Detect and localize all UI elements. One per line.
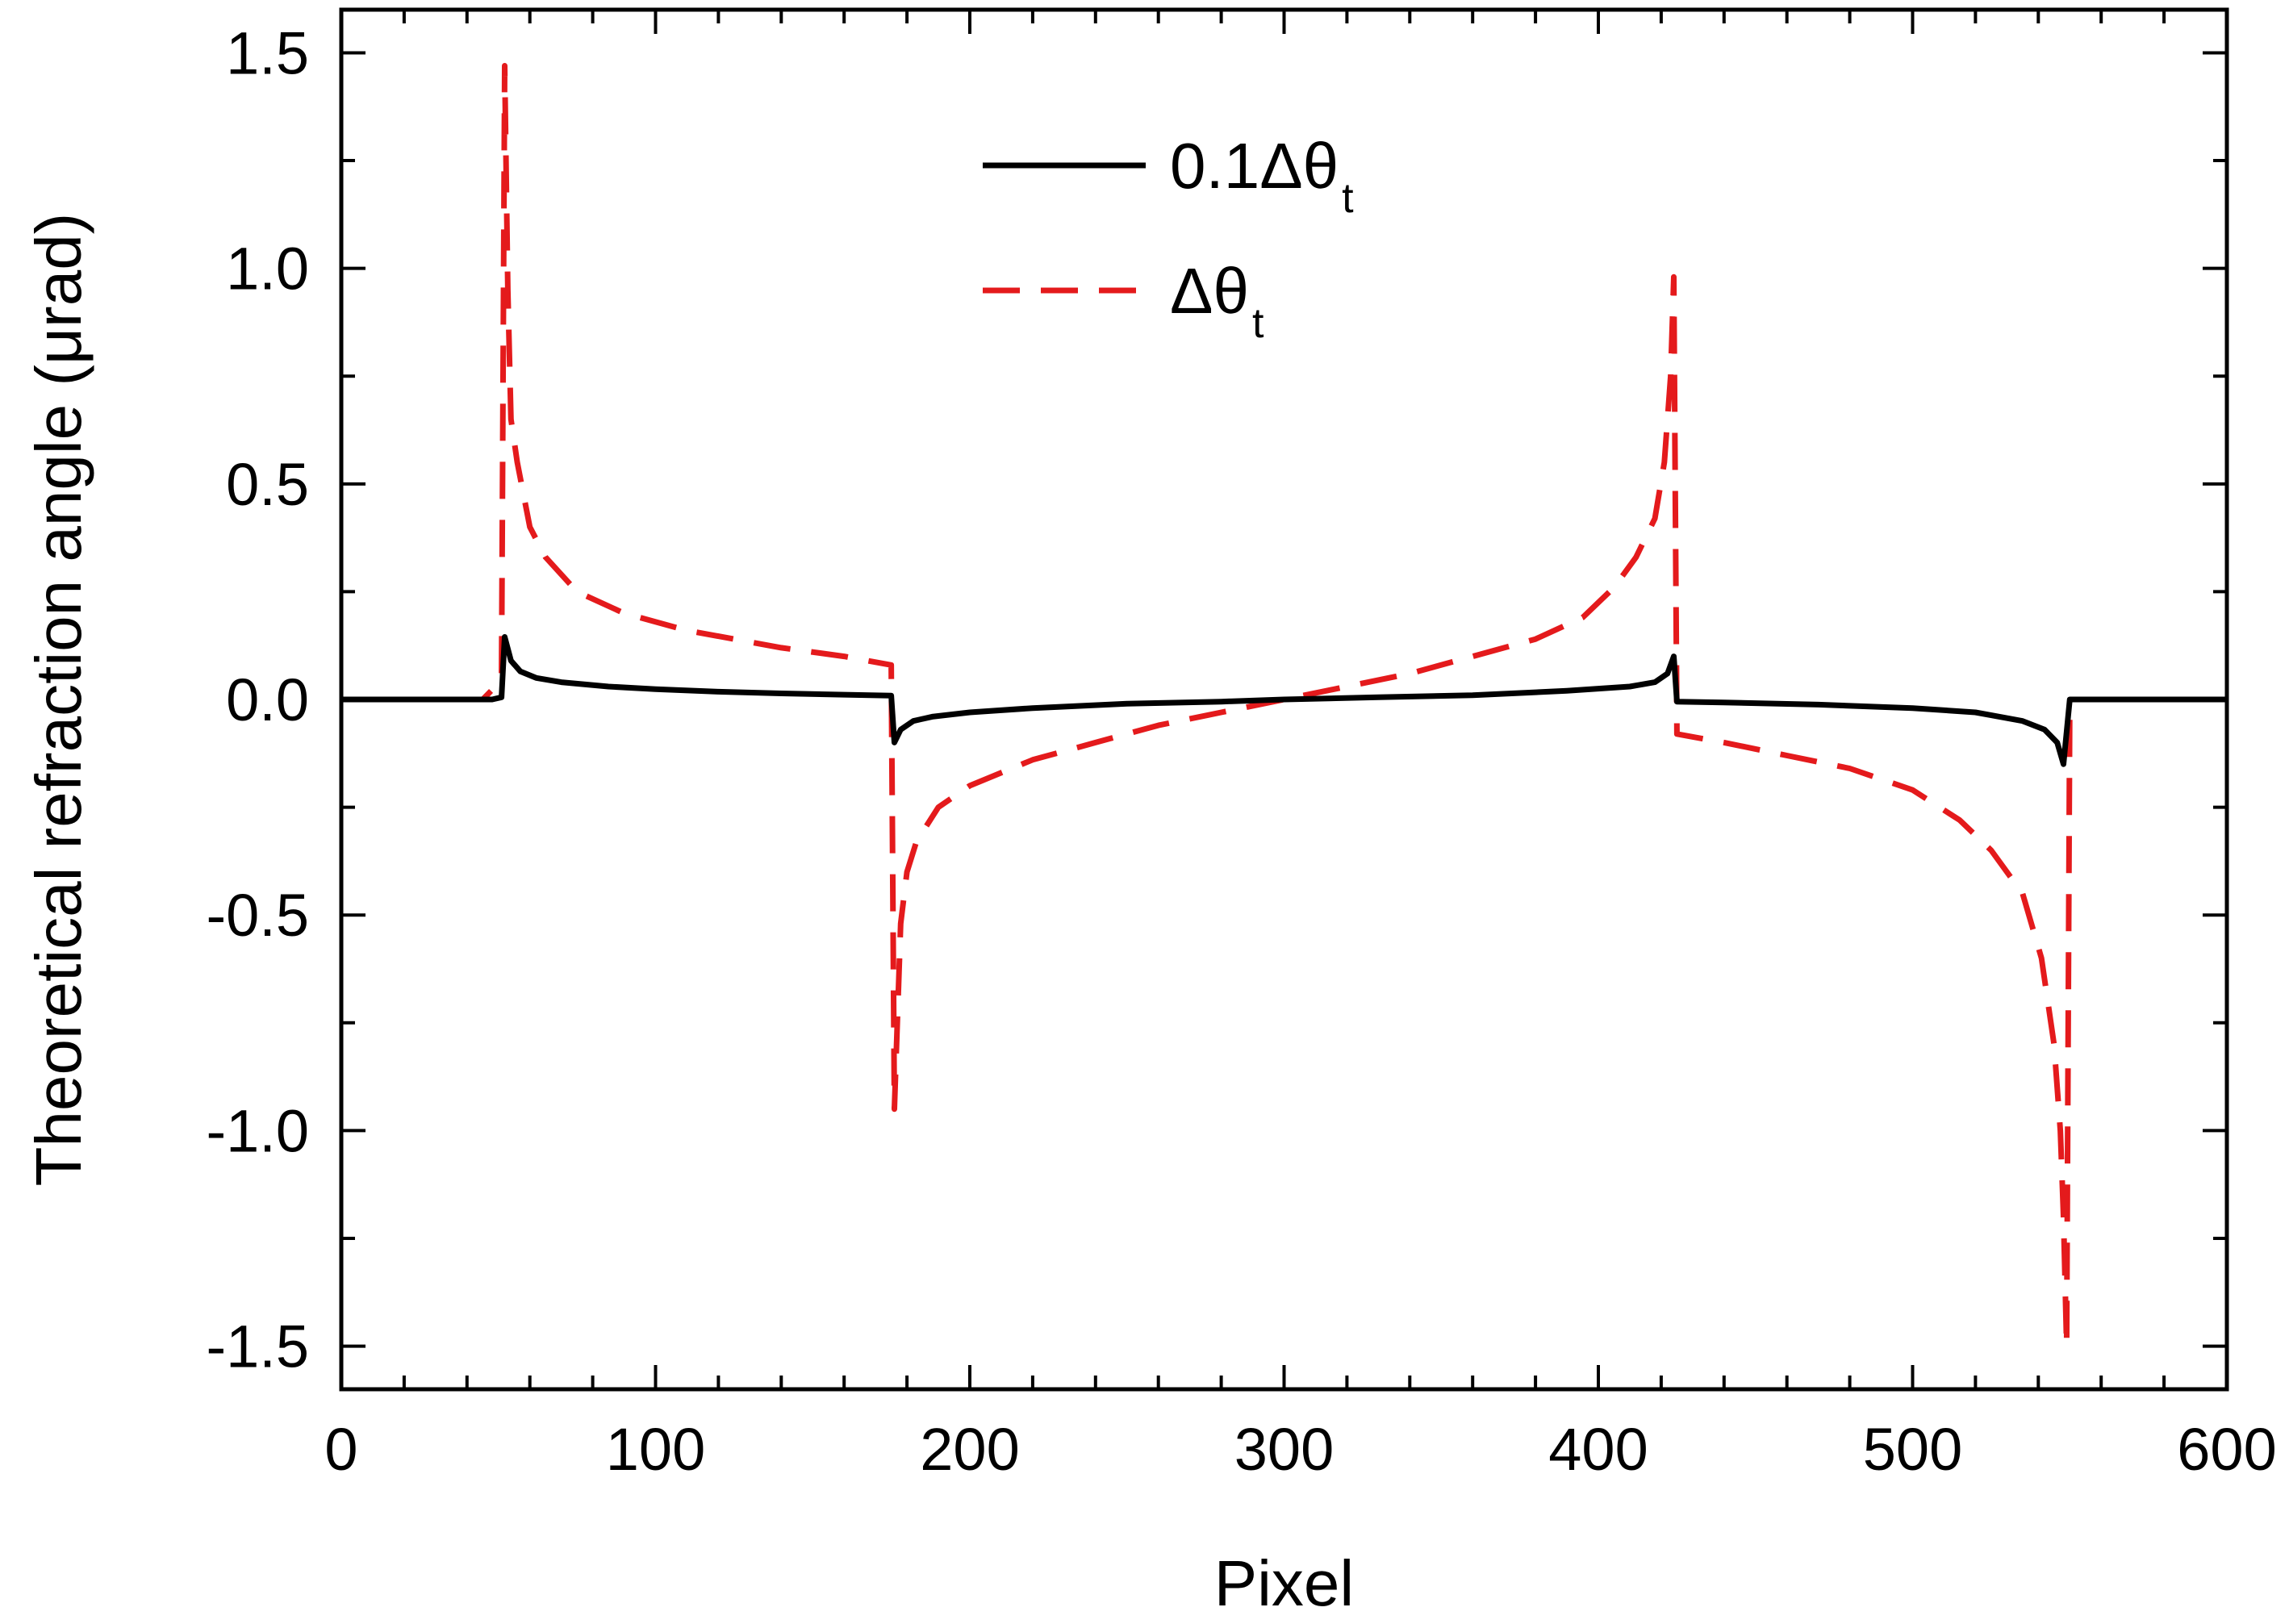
legend-label-subscript: t <box>1342 175 1354 222</box>
x-axis-title: Pixel <box>1214 1547 1354 1619</box>
x-tick-label: 200 <box>920 1416 1019 1483</box>
y-tick-label: -1.0 <box>206 1097 309 1164</box>
y-tick-label: 1.0 <box>226 236 309 303</box>
y-tick-label: -0.5 <box>206 882 309 949</box>
series-line-scaled-delta-theta <box>341 634 2227 767</box>
legend-label-scaled-delta-theta: 0.1Δθ <box>1170 130 1339 202</box>
y-axis-title: Theoretical refraction angle (μrad) <box>23 213 94 1187</box>
y-tick-label: -1.5 <box>206 1313 309 1380</box>
legend-label-subscript: t <box>1252 300 1264 347</box>
legend-label-delta-theta: Δθ <box>1170 255 1249 327</box>
x-tick-label: 300 <box>1234 1416 1334 1483</box>
y-tick-label: 0.0 <box>226 666 309 733</box>
series-layer <box>341 63 2227 1350</box>
x-tick-label: 500 <box>1863 1416 1962 1483</box>
tick-label-layer: 0 100 200 300 400 500 600 -1.5 -1.0 -0.5 0.0 0.5 1.0… <box>206 19 2276 1483</box>
x-tick-label: 600 <box>2177 1416 2276 1483</box>
tick-layer <box>340 10 2228 1389</box>
y-tick-label: 0.5 <box>226 451 309 518</box>
series-line-delta-theta <box>341 63 2227 1350</box>
x-tick-label: 400 <box>1548 1416 1648 1483</box>
x-tick-label: 100 <box>606 1416 705 1483</box>
y-tick-label: 1.5 <box>226 19 309 86</box>
legend: 0.1Δθ tΔθ t <box>983 130 1354 347</box>
x-tick-label: 0 <box>324 1416 357 1483</box>
